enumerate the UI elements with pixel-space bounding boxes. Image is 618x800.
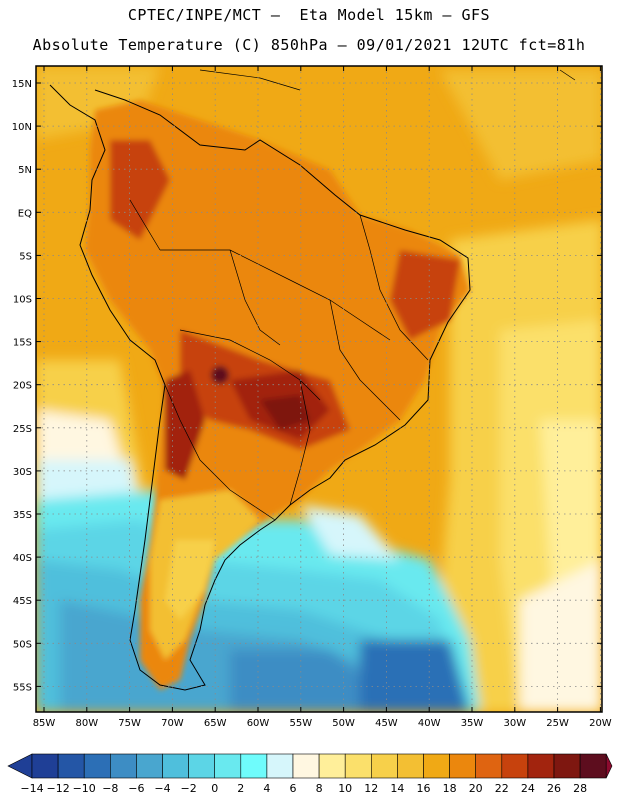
legend-swatch bbox=[318, 753, 346, 779]
legend-swatch bbox=[553, 753, 581, 779]
lat-tick-label: 20S bbox=[13, 381, 32, 392]
legend-swatch bbox=[266, 753, 294, 779]
legend-label: −14 bbox=[20, 782, 43, 795]
legend-label: 6 bbox=[290, 782, 297, 795]
legend-label: 20 bbox=[469, 782, 483, 795]
lon-tick-label: 30W bbox=[503, 718, 526, 729]
legend-label: 0 bbox=[211, 782, 218, 795]
legend-label: 12 bbox=[364, 782, 378, 795]
lat-tick-label: 5S bbox=[19, 251, 32, 262]
lon-tick-label: 70W bbox=[161, 718, 184, 729]
lat-tick-label: 50S bbox=[13, 639, 32, 650]
lon-tick-label: 75W bbox=[118, 718, 141, 729]
legend-label: 14 bbox=[390, 782, 404, 795]
legend-swatch bbox=[136, 753, 163, 779]
legend-swatch bbox=[501, 753, 529, 779]
legend-swatch bbox=[527, 753, 555, 779]
legend-label: 26 bbox=[547, 782, 561, 795]
lat-tick-label: 30S bbox=[13, 467, 32, 478]
lat-tick-label: 35S bbox=[13, 510, 32, 521]
legend-label: −4 bbox=[154, 782, 170, 795]
legend-label: 22 bbox=[495, 782, 509, 795]
longitude-axis: 85W 80W 75W 70W 65W 60W 55W 50W 45W 40W 35W 30W 25W 2… bbox=[33, 66, 612, 729]
legend-swatch bbox=[475, 753, 503, 779]
legend-swatch bbox=[57, 753, 85, 779]
latitude-axis: 15N 10N 5N EQ 5S 10S 15S 20S 25S 30S 35S 40S 45S 50S 5… bbox=[12, 79, 602, 693]
legend-max-arrow bbox=[605, 753, 613, 779]
chart-subtitle: Absolute Temperature (C) 850hPa – 09/01/… bbox=[32, 36, 586, 54]
lat-tick-label: 55S bbox=[13, 682, 32, 693]
legend-label: −8 bbox=[102, 782, 118, 795]
legend-swatch bbox=[397, 753, 424, 779]
legend-swatch bbox=[188, 753, 216, 779]
lat-tick-label: 15N bbox=[12, 79, 32, 90]
color-legend: −14 −12 −10 −8 −6 −4 −2 0 2 4 6 8 10 12 14 16 18 20 22 24 26… bbox=[7, 753, 613, 795]
legend-label: 2 bbox=[237, 782, 244, 795]
legend-swatch bbox=[240, 753, 268, 779]
legend-label: 10 bbox=[338, 782, 352, 795]
legend-swatch bbox=[344, 753, 372, 779]
legend-swatch bbox=[214, 753, 242, 779]
lat-tick-label: 5N bbox=[18, 165, 32, 176]
legend-swatch bbox=[110, 753, 137, 779]
lon-tick-label: 20W bbox=[589, 718, 612, 729]
legend-swatch bbox=[292, 753, 320, 779]
lon-tick-label: 60W bbox=[247, 718, 270, 729]
legend-swatch bbox=[579, 753, 607, 779]
temperature-field bbox=[36, 66, 602, 712]
lon-tick-label: 80W bbox=[75, 718, 98, 729]
legend-swatch bbox=[162, 753, 189, 779]
lat-tick-label: 40S bbox=[13, 553, 32, 564]
lon-tick-label: 45W bbox=[375, 718, 398, 729]
legend-label: 18 bbox=[443, 782, 457, 795]
lat-tick-label: 10N bbox=[12, 122, 32, 133]
chart-title: CPTEC/INPE/MCT – Eta Model 15km – GFS bbox=[127, 6, 491, 24]
lat-tick-label: 15S bbox=[13, 338, 32, 349]
legend-min-arrow bbox=[7, 753, 33, 779]
legend-label: 8 bbox=[316, 782, 323, 795]
legend-swatch bbox=[370, 753, 398, 779]
lon-tick-label: 25W bbox=[546, 718, 569, 729]
lon-tick-label: 55W bbox=[289, 718, 312, 729]
lat-tick-label: 25S bbox=[13, 424, 32, 435]
lat-tick-label: 10S bbox=[13, 295, 32, 306]
legend-label: −12 bbox=[46, 782, 69, 795]
lon-tick-label: 50W bbox=[332, 718, 355, 729]
legend-label: 28 bbox=[573, 782, 587, 795]
legend-label: 4 bbox=[263, 782, 270, 795]
lat-tick-label: EQ bbox=[18, 208, 32, 219]
legend-label: 16 bbox=[417, 782, 431, 795]
lon-tick-label: 40W bbox=[418, 718, 441, 729]
lon-tick-label: 35W bbox=[461, 718, 484, 729]
legend-label: −2 bbox=[180, 782, 196, 795]
legend-label: 24 bbox=[521, 782, 535, 795]
legend-swatch bbox=[31, 753, 59, 779]
map-frame bbox=[35, 65, 603, 713]
legend-label: −6 bbox=[128, 782, 144, 795]
lat-tick-label: 45S bbox=[13, 596, 32, 607]
lon-tick-label: 85W bbox=[33, 718, 56, 729]
legend-swatch bbox=[83, 753, 111, 779]
legend-swatch bbox=[423, 753, 450, 779]
lon-tick-label: 65W bbox=[204, 718, 227, 729]
legend-swatch bbox=[449, 753, 477, 779]
legend-label: −10 bbox=[73, 782, 96, 795]
